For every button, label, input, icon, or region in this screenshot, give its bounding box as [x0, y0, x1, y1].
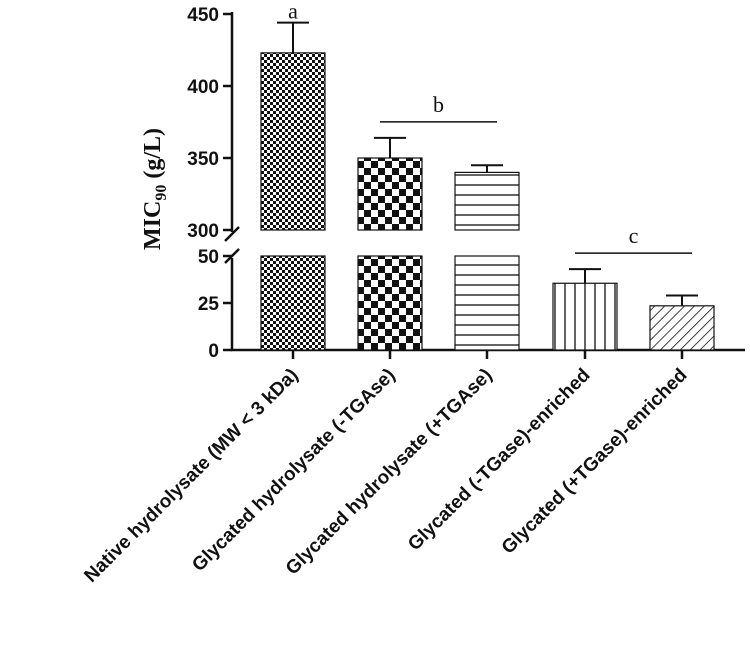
- x-tick-label: Glycated (+TGase)-enriched: [498, 365, 692, 559]
- x-tick-label: Native hydrolysate (MW < 3 kDa): [80, 365, 302, 587]
- significance-marker: b: [380, 92, 497, 123]
- y-tick-label: 400: [187, 77, 219, 98]
- x-tick-label: Glycated (-TGase)-enriched: [404, 365, 594, 555]
- significance-letter: a: [288, 0, 298, 24]
- y-tick-label: 0: [208, 341, 219, 362]
- significance-letter: c: [629, 223, 639, 248]
- y-tick-label: 350: [187, 149, 219, 170]
- y-tick-label: 50: [198, 247, 219, 268]
- significance-marker: a: [288, 0, 298, 24]
- bar: [260, 52, 326, 351]
- y-axis-label: MIC90 (g/L): [140, 128, 170, 250]
- bar-upper-segment: [357, 157, 423, 231]
- significance-markers: a b c: [288, 0, 692, 254]
- bar: [552, 282, 618, 351]
- bar: [454, 171, 520, 351]
- x-tick-labels: Native hydrolysate (MW < 3 kDa)Glycated …: [80, 365, 691, 587]
- error-bar: [374, 136, 406, 158]
- axis-break-marks: [224, 226, 240, 264]
- error-bar: [569, 268, 601, 284]
- bar-lower-segment: [454, 255, 520, 351]
- x-tick-label: Glycated hydrolysate (-TGAse): [188, 365, 399, 576]
- significance-letter: b: [433, 92, 444, 117]
- bars: [260, 52, 715, 359]
- y-tick-label: 300: [187, 221, 219, 242]
- error-bar: [471, 164, 503, 173]
- bar-upper-segment: [454, 171, 520, 231]
- y-tick-label: 25: [198, 294, 220, 315]
- x-tick-label: Glycated hydrolysate (+TGAse): [282, 365, 497, 580]
- bar-segment: [552, 282, 618, 351]
- bar-upper-segment: [260, 52, 326, 231]
- error-bar: [666, 294, 698, 306]
- error-bars: [277, 21, 698, 306]
- y-tick-label: 450: [187, 5, 219, 26]
- significance-marker: c: [575, 223, 692, 254]
- bar-lower-segment: [260, 255, 326, 351]
- bar: [649, 305, 715, 351]
- error-bar: [277, 21, 309, 53]
- bar-lower-segment: [357, 255, 423, 351]
- y-ticks: 0 25 50 300 350 400 450: [187, 5, 232, 362]
- bar: [357, 157, 423, 351]
- bar-segment: [649, 305, 715, 351]
